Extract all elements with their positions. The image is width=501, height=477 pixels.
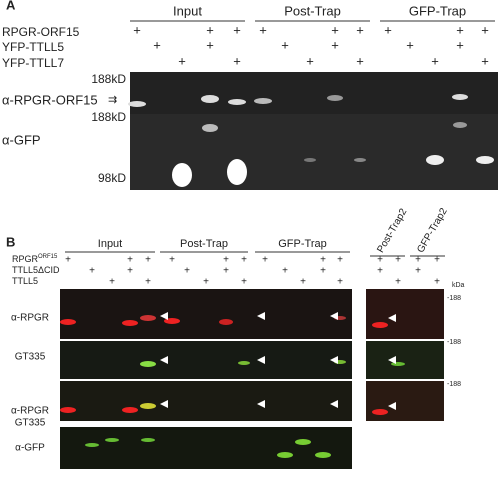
antibody-label: α-RPGR xyxy=(11,313,49,324)
antibody-label: α-GFP xyxy=(15,443,45,454)
lane-mark: + xyxy=(395,277,401,288)
row-label: RPGR-ORF15 xyxy=(2,25,80,39)
lane-mark: + xyxy=(281,37,289,52)
lane-mark: + xyxy=(153,37,161,52)
group-label: Post-Trap2 xyxy=(375,206,409,254)
lane-mark: + xyxy=(184,266,190,277)
lane-mark: + xyxy=(89,266,95,277)
lane-mark: + xyxy=(178,53,186,68)
row-label: YFP-TTLL7 xyxy=(2,56,64,70)
lane-mark: + xyxy=(331,22,339,37)
lane-mark: + xyxy=(169,255,175,266)
bands xyxy=(128,94,494,187)
group-label: GFP-Trap xyxy=(278,238,327,250)
lane-mark: + xyxy=(203,277,209,288)
lane-mark: + xyxy=(145,255,151,266)
lane-mark: + xyxy=(331,37,339,52)
lane-mark: + xyxy=(259,22,267,37)
lane-mark: + xyxy=(223,266,229,277)
size-marker: -188 xyxy=(447,295,461,302)
lane-mark: + xyxy=(320,255,326,266)
bands-b xyxy=(60,315,405,458)
group-label: Post-Trap xyxy=(284,3,341,18)
lane-mark: + xyxy=(377,255,383,266)
row-name: TTLL5 xyxy=(12,276,38,286)
lane-mark: + xyxy=(384,22,392,37)
blots-b xyxy=(60,289,444,469)
panel-label: B xyxy=(6,234,15,249)
group-label: GFP-Trap2 xyxy=(415,206,450,255)
lane-mark: + xyxy=(377,266,383,277)
panel-label: A xyxy=(6,0,16,12)
lane-mark: + xyxy=(356,22,364,37)
group-label: Input xyxy=(173,3,202,18)
lane-mark: + xyxy=(395,255,401,266)
size-marker: 188kD xyxy=(91,72,126,86)
lane-mark: + xyxy=(456,37,464,52)
lane-mark: + xyxy=(306,53,314,68)
lane-mark: + xyxy=(415,255,421,266)
size-marker: 188kD xyxy=(91,110,126,124)
antibody-label: GT335 xyxy=(15,418,46,429)
lane-mark: + xyxy=(233,53,241,68)
row-label: TTLL5 xyxy=(12,276,38,286)
group-label: Post-Trap xyxy=(180,238,228,250)
lane-mark: + xyxy=(127,255,133,266)
row-label: RPGRORF15 xyxy=(12,254,58,265)
lane-mark: + xyxy=(65,255,71,266)
antibody-label: GT335 xyxy=(15,352,46,363)
lane-mark: + xyxy=(262,255,268,266)
row-name: TTLL5ΔCID xyxy=(12,265,60,275)
size-marker: -188 xyxy=(447,381,461,388)
lane-mark: + xyxy=(431,53,439,68)
lane-mark: + xyxy=(223,255,229,266)
lane-mark: + xyxy=(434,277,440,288)
lane-mark: + xyxy=(337,277,343,288)
lane-mark: + xyxy=(481,53,489,68)
row-name: RPGR xyxy=(12,254,39,264)
antibody-label: α-GFP xyxy=(2,132,41,147)
row-label: YFP-TTLL5 xyxy=(2,40,64,54)
lane-mark: + xyxy=(206,22,214,37)
row-label: TTLL5ΔCID xyxy=(12,265,60,275)
lane-mark: + xyxy=(456,22,464,37)
size-marker: -188 xyxy=(447,339,461,346)
lane-mark: + xyxy=(127,266,133,277)
lane-mark: + xyxy=(241,277,247,288)
lane-mark: + xyxy=(206,37,214,52)
lane-mark: + xyxy=(356,53,364,68)
lane-mark: + xyxy=(233,22,241,37)
lane-mark: + xyxy=(300,277,306,288)
lane-mark: + xyxy=(133,22,141,37)
lane-mark: + xyxy=(320,266,326,277)
size-marker: 98kD xyxy=(98,171,126,185)
lane-mark: + xyxy=(415,266,421,277)
blot xyxy=(130,72,498,114)
group-label: GFP-Trap xyxy=(409,3,466,18)
lane-mark: + xyxy=(282,266,288,277)
lane-mark: + xyxy=(434,255,440,266)
arrowheads xyxy=(160,312,396,410)
lane-mark: + xyxy=(406,37,414,52)
lane-mark: + xyxy=(109,277,115,288)
lane-mark: + xyxy=(481,22,489,37)
antibody-label: α-RPGR xyxy=(11,406,49,417)
unit-label: kDa xyxy=(452,282,465,289)
row-sup: ORF15 xyxy=(38,254,58,260)
arrow: ⇉ xyxy=(108,94,117,106)
group-label: Input xyxy=(98,238,122,250)
lane-mark: + xyxy=(337,255,343,266)
lane-mark: + xyxy=(145,277,151,288)
lane-mark: + xyxy=(241,255,247,266)
antibody-label: α-RPGR-ORF15 xyxy=(2,92,98,107)
